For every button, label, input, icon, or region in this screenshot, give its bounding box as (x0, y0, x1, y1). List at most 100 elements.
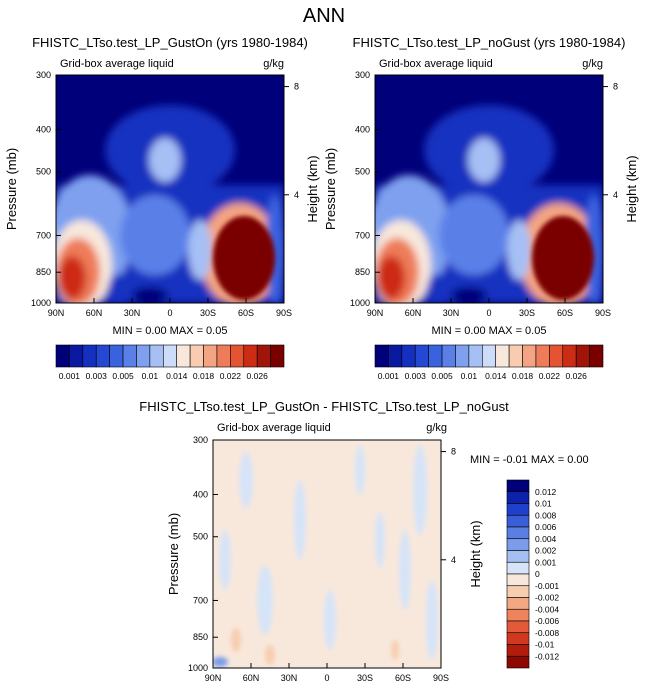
panel-diff-colorbar-label: 0 (535, 569, 540, 579)
panel-diff-colorbar-box (506, 620, 530, 634)
panel-no-gust-ytick-label: 400 (355, 124, 370, 134)
panel-no-gust-colorbar-label: 0.022 (539, 371, 561, 381)
panel-diff-colorbar-label: 0.001 (535, 557, 557, 567)
panel-gust-on-ylabel: Pressure (mb) (4, 148, 19, 230)
panel-diff-colorbar-label: 0.008 (535, 510, 557, 520)
panel-gust-on-colorbar-label: 0.022 (220, 371, 242, 381)
panel-diff-colorbar-label: 0.002 (535, 546, 557, 556)
panel-gust-on-colorbar-box (243, 344, 258, 368)
panel-gust-on-xtick-label: 60S (238, 308, 254, 318)
panel-diff-colorbar-label: 0.006 (535, 522, 557, 532)
panel-gust-on-colorbar-label: 0.014 (166, 371, 188, 381)
panel-diff-ytick-label: 400 (193, 489, 208, 499)
panel-diff-ytick-label: 500 (193, 532, 208, 542)
panel-diff-title: FHISTC_LTso.test_LP_GustOn - FHISTC_LTso… (139, 399, 509, 414)
panel-no-gust-colorbar-box (388, 344, 403, 368)
panel-diff-xtick-label: 90S (433, 673, 449, 683)
panel-no-gust-colorbar-box (522, 344, 537, 368)
panel-no-gust-xtick-label: 60S (557, 308, 573, 318)
panel-diff-colorbar-box (506, 526, 530, 540)
panel-diff-xtick-label: 30N (281, 673, 298, 683)
panel-gust-on-colorbar-label: 0.018 (193, 371, 215, 381)
panel-diff-ylabel-right: Height (km) (468, 520, 483, 587)
panel-diff-colorbar-box (506, 608, 530, 622)
panel-diff-colorbar-label: 0.012 (535, 487, 557, 497)
panel-no-gust-colorbar-box (468, 344, 483, 368)
panel-gust-on-subtitle: Grid-box average liquid (60, 58, 174, 70)
panel-no-gust-colorbar-box (575, 344, 590, 368)
panel-diff-colorbar-box (506, 479, 530, 493)
panel-no-gust-colorbar-box (401, 344, 416, 368)
panel-diff-colorbar-box (506, 573, 530, 587)
panel-no-gust-ytick-label: 300 (355, 70, 370, 80)
panel-gust-on-ytick-right-label: 4 (294, 190, 299, 200)
panel-gust-on-xtick-label: 90N (48, 308, 65, 318)
panel-diff-colorbar-label: -0.01 (535, 640, 555, 650)
panel-no-gust: FHISTC_LTso.test_LP_noGust (yrs 1980-198… (323, 35, 639, 381)
panel-gust-on-ylabel-right: Height (km) (305, 155, 320, 222)
panel-no-gust-colorbar-label: 0.001 (378, 371, 400, 381)
panel-no-gust-colorbar-label: 0.003 (405, 371, 427, 381)
panel-diff-ytick-right-label: 4 (451, 555, 456, 565)
panel-no-gust-ytick-label: 1000 (350, 298, 370, 308)
panel-no-gust-units: g/kg (582, 58, 603, 70)
panel-no-gust-stats: MIN = 0.00 MAX = 0.05 (432, 325, 547, 337)
panel-diff-field (213, 440, 441, 668)
panel-no-gust-xtick-label: 30S (519, 308, 535, 318)
panel-no-gust-ytick-label: 500 (355, 167, 370, 177)
panel-gust-on-colorbar-box (136, 344, 151, 368)
panel-diff-units: g/kg (426, 422, 447, 434)
panel-diff-xtick-label: 0 (324, 673, 329, 683)
panel-no-gust-xtick-label: 0 (486, 308, 491, 318)
panel-diff-xtick-label: 60N (243, 673, 260, 683)
panel-gust-on-colorbar-box (176, 344, 191, 368)
panel-no-gust-colorbar-box (428, 344, 443, 368)
panel-diff-colorbar-box (506, 514, 530, 528)
panel-no-gust-ytick-right-label: 8 (613, 82, 618, 92)
panel-diff-colorbar-label: -0.006 (535, 616, 559, 626)
panel-no-gust-colorbar-box (441, 344, 456, 368)
panel-gust-on-colorbar-box (82, 344, 97, 368)
panel-no-gust-colorbar: 0.001 0.003 0.005 0.01 0.014 0.018 0.022 0.026 (374, 344, 604, 381)
panel-diff-xtick-label: 90N (205, 673, 222, 683)
panel-diff-colorbar-box (506, 585, 530, 598)
panel-gust-on-colorbar-box (189, 344, 204, 368)
panel-diff-colorbar-box (506, 491, 530, 504)
panel-diff-xtick-label: 30S (357, 673, 373, 683)
panel-diff-colorbar-box (506, 632, 530, 645)
panel-no-gust-xtick-label: 90N (367, 308, 384, 318)
panel-diff-colorbar-label: 0.004 (535, 534, 557, 544)
panel-gust-on-ytick-label: 500 (36, 167, 51, 177)
panel-no-gust-ylabel-right: Height (km) (624, 155, 639, 222)
panel-diff-colorbar-box (506, 561, 530, 575)
panel-no-gust-colorbar-box (589, 344, 604, 368)
panel-diff-axes: 90N 60N 30N 0 30S 60S 90S 300 400 500 700 850 1000 8 4 (188, 435, 456, 683)
panel-diff-ytick-label: 850 (193, 632, 208, 642)
panel-diff-colorbar-label: -0.008 (535, 628, 559, 638)
panel-gust-on-xtick-label: 30S (200, 308, 216, 318)
panel-gust-on-colorbar-label: 0.01 (142, 371, 159, 381)
panel-gust-on-colorbar-box (95, 344, 110, 368)
panel-no-gust-colorbar-box (414, 344, 429, 368)
panel-no-gust-colorbar-label: 0.018 (512, 371, 534, 381)
panel-no-gust-colorbar-label: 0.01 (461, 371, 478, 381)
panel-no-gust-xtick-label: 60N (405, 308, 422, 318)
panel-diff-ytick-label: 1000 (188, 663, 208, 673)
panel-gust-on-xtick-label: 30N (124, 308, 141, 318)
panel-no-gust-ylabel: Pressure (mb) (323, 148, 338, 230)
panel-gust-on-ytick-label: 300 (36, 70, 51, 80)
panel-diff-colorbar-label: -0.004 (535, 604, 559, 614)
panel-diff-colorbar-box (506, 597, 530, 610)
panel-diff-colorbar-label: -0.012 (535, 651, 559, 661)
panel-no-gust-colorbar-label: 0.026 (566, 371, 588, 381)
panel-no-gust-colorbar-box (535, 344, 550, 368)
panel-diff-ylabel: Pressure (mb) (166, 513, 181, 595)
panel-gust-on-axes: 90N 60N 30N 0 30S 60S 90S 300 400 500 700 850 1000 8 4 (31, 70, 299, 318)
panel-diff-colorbar-label: -0.001 (535, 581, 559, 591)
panel-diff-colorbar-box (506, 550, 530, 563)
panel-gust-on-colorbar-box (55, 344, 70, 368)
panel-diff-ytick-right-label: 8 (451, 447, 456, 457)
panel-gust-on-colorbar-box (270, 344, 285, 368)
panel-diff: FHISTC_LTso.test_LP_GustOn - FHISTC_LTso… (139, 399, 588, 683)
